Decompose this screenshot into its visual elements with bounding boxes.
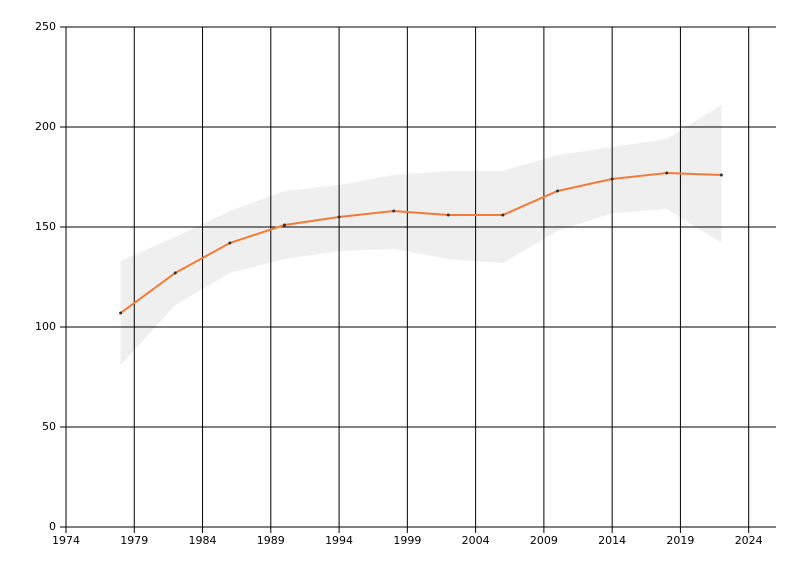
y-tick-label: 50 [42, 420, 56, 433]
marker [665, 171, 669, 175]
x-tick-label: 2019 [666, 534, 694, 547]
line [120, 171, 722, 314]
marker [173, 271, 177, 275]
x-tick-label: 2009 [530, 534, 558, 547]
marker [501, 213, 505, 217]
marker [228, 241, 232, 245]
marker [392, 209, 396, 213]
y-tick-label: 150 [35, 220, 56, 233]
confidence-band [120, 105, 722, 365]
x-tick-label: 2024 [735, 534, 763, 547]
x-tick-label: 1989 [257, 534, 285, 547]
marker [610, 177, 614, 181]
x-tick-label: 1974 [52, 534, 80, 547]
marker [119, 311, 123, 315]
x-tick-label: 1979 [120, 534, 148, 547]
y-tick-label: 200 [35, 120, 56, 133]
x-tick-label: 1984 [189, 534, 217, 547]
y-tick-label: 250 [35, 20, 56, 33]
marker [556, 189, 560, 193]
y-tick-label: 0 [49, 520, 56, 533]
x-tick-label: 2004 [462, 534, 490, 547]
marker [282, 223, 286, 227]
y-tick-label: 100 [35, 320, 56, 333]
marker [446, 213, 450, 217]
marker [719, 173, 723, 177]
x-tick-label: 1994 [325, 534, 353, 547]
x-tick-label: 1999 [393, 534, 421, 547]
marker [337, 215, 341, 219]
x-tick-label: 2014 [598, 534, 626, 547]
